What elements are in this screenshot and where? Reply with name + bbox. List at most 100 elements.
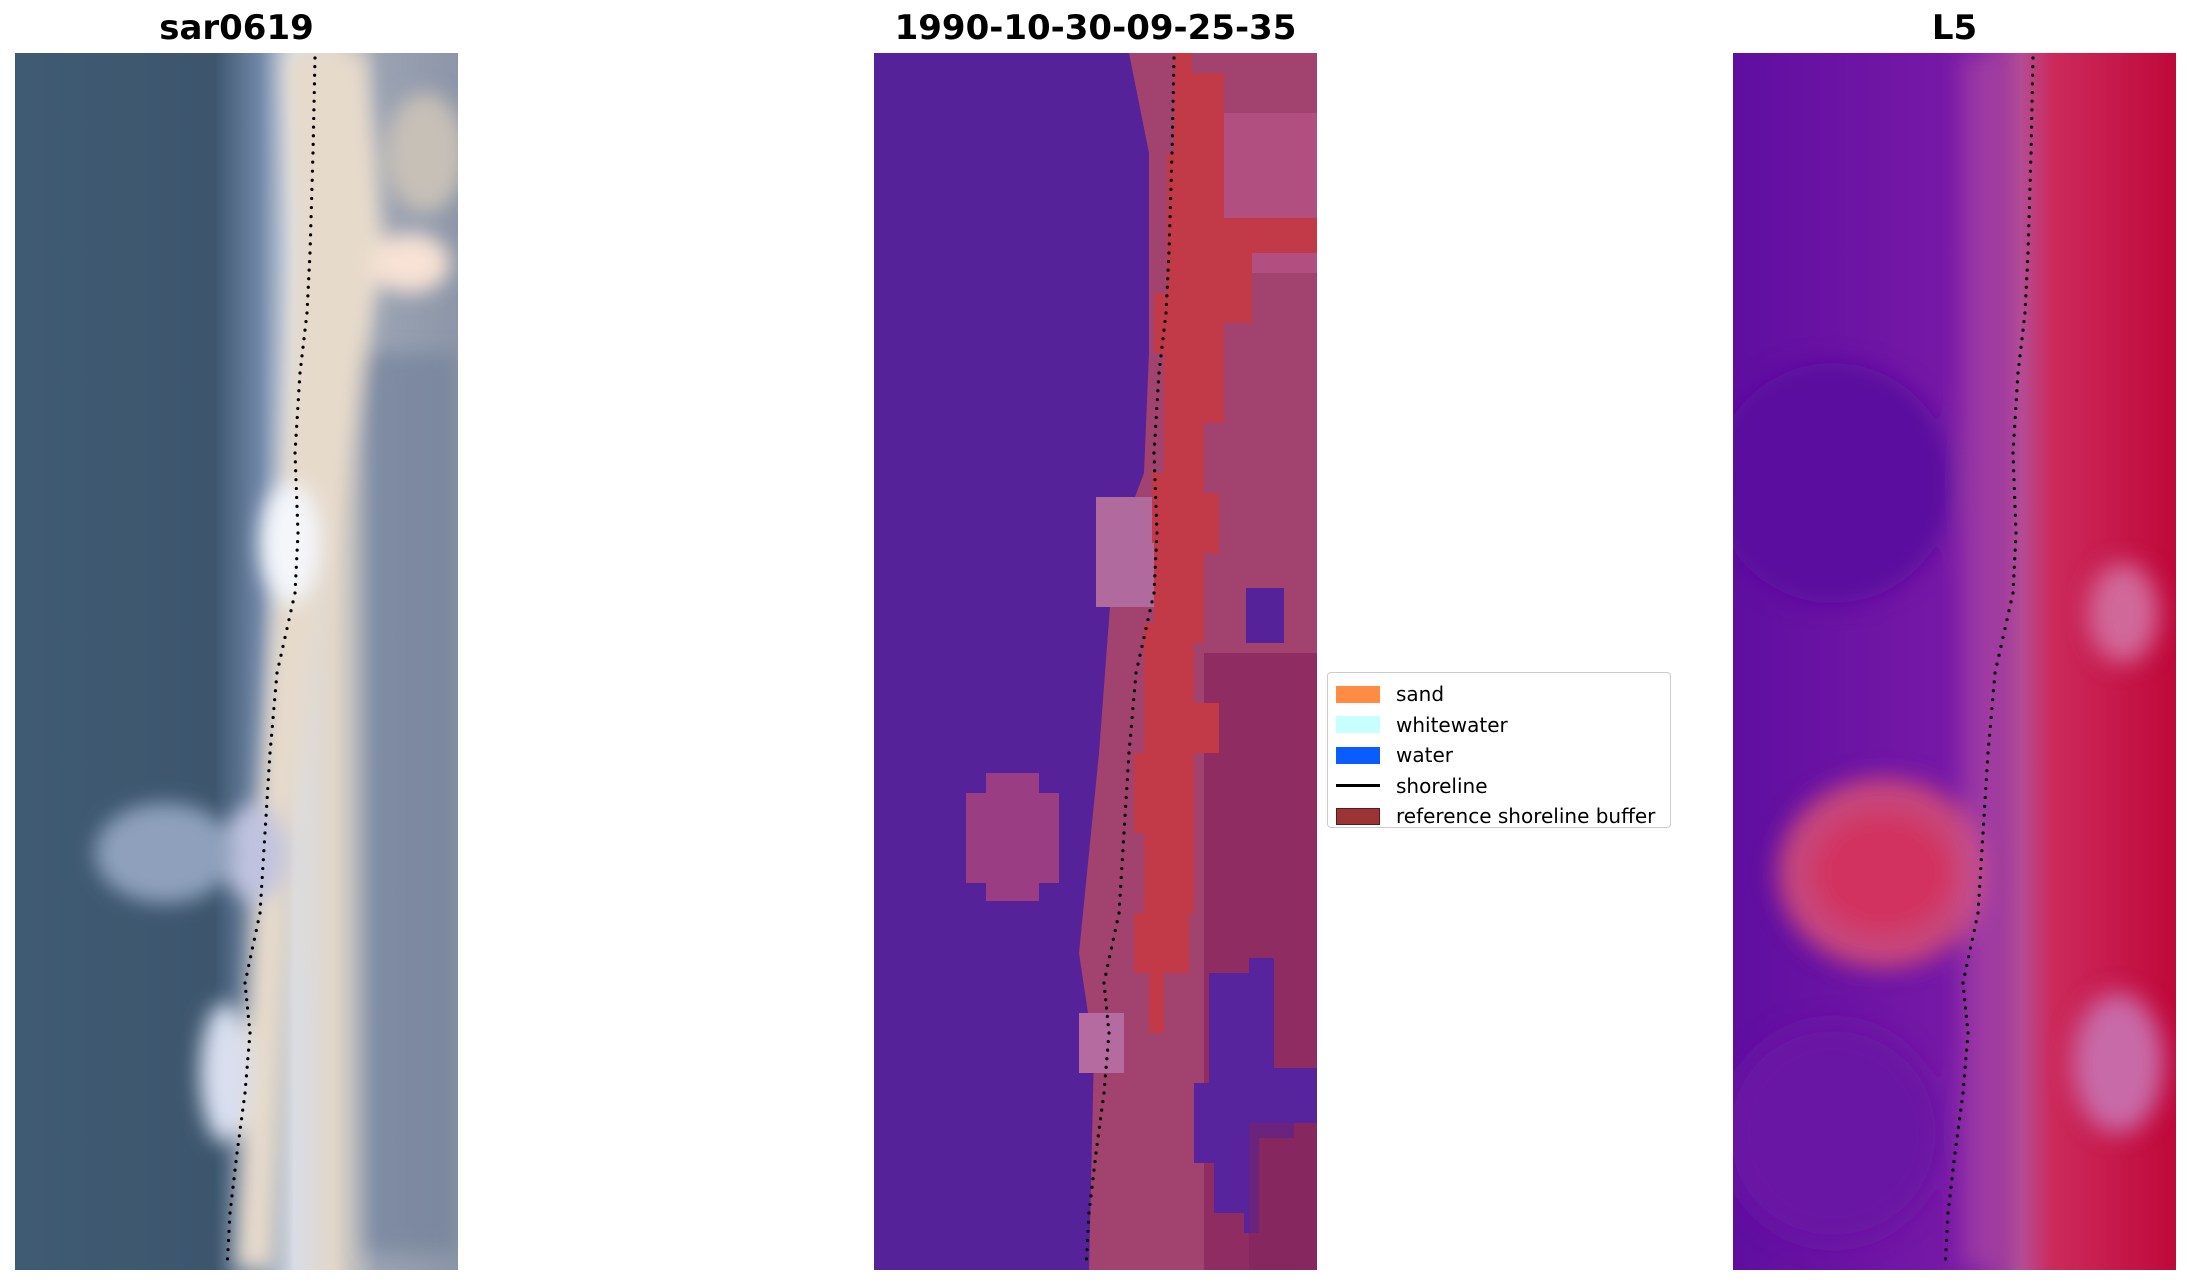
shoreline-point xyxy=(1995,662,1999,666)
shoreline-point xyxy=(1999,644,2003,648)
shoreline-point xyxy=(1169,196,1173,201)
shoreline-point xyxy=(302,337,306,341)
shoreline-point xyxy=(295,539,300,544)
legend-swatch-whitewater xyxy=(1336,716,1380,734)
shoreline-point xyxy=(227,1220,232,1224)
shoreline-point xyxy=(275,671,279,675)
shoreline-point xyxy=(1945,1220,1950,1224)
shoreline-point xyxy=(1157,371,1161,375)
shoreline-point xyxy=(1154,539,1159,544)
shoreline-point xyxy=(310,187,314,191)
shoreline-point xyxy=(309,205,313,210)
shoreline-point xyxy=(1109,946,1114,950)
shoreline-point xyxy=(307,259,312,264)
shoreline-point xyxy=(1085,1248,1089,1252)
shoreline xyxy=(1084,56,1176,1261)
shoreline-point xyxy=(1093,1159,1097,1164)
shoreline-point xyxy=(2012,469,2016,473)
legend-label: shoreline xyxy=(1396,773,1488,798)
shoreline-point xyxy=(261,858,265,862)
shoreline-point xyxy=(2028,178,2032,182)
shoreline-point xyxy=(2014,398,2018,402)
shoreline-point xyxy=(1961,981,1965,985)
shoreline-point xyxy=(1946,1211,1950,1215)
shoreline-point xyxy=(1962,989,1966,993)
shoreline-point xyxy=(2031,73,2035,77)
shoreline-point xyxy=(307,277,311,281)
shoreline-point xyxy=(2013,424,2017,428)
shoreline-point xyxy=(1097,1125,1102,1129)
shoreline-point xyxy=(295,557,299,561)
shoreline-point xyxy=(2023,311,2027,315)
shoreline-point xyxy=(264,813,268,817)
shoreline-point xyxy=(1983,795,1987,800)
shoreline-point xyxy=(2013,504,2017,508)
shoreline-point xyxy=(1160,345,1164,349)
shoreline-point xyxy=(244,1082,248,1087)
shoreline-point xyxy=(1136,662,1140,666)
shoreline-point xyxy=(260,884,264,888)
shoreline-point xyxy=(1125,778,1129,782)
shoreline-point xyxy=(1153,574,1157,578)
shoreline-point xyxy=(309,224,313,228)
shoreline-point xyxy=(1117,902,1122,906)
shoreline-point xyxy=(2030,116,2034,121)
shoreline-point xyxy=(247,963,251,968)
shoreline-point xyxy=(1961,1091,1965,1095)
shoreline-point xyxy=(294,469,298,473)
shoreline-point xyxy=(1155,522,1159,526)
shoreline-point xyxy=(2013,513,2017,517)
shoreline-point xyxy=(1948,1194,1952,1198)
rgb-image-panel xyxy=(15,53,458,1270)
shoreline-point xyxy=(1127,751,1131,755)
shoreline-point xyxy=(1172,56,1176,60)
shoreline-point xyxy=(244,1074,249,1078)
shoreline-point xyxy=(1168,215,1172,219)
shoreline-point xyxy=(305,311,309,315)
shoreline-point xyxy=(1169,169,1174,173)
shoreline-point xyxy=(227,1229,231,1233)
shoreline-point xyxy=(256,920,260,924)
shoreline-point xyxy=(2005,618,2009,622)
shoreline-point xyxy=(2029,134,2033,138)
shoreline-point xyxy=(1106,1023,1110,1027)
shoreline-point xyxy=(301,345,305,349)
shoreline-point xyxy=(266,778,270,782)
shoreline-point xyxy=(269,733,274,737)
shoreline-point xyxy=(294,433,298,437)
shoreline-point xyxy=(1963,972,1967,976)
shoreline-point xyxy=(2009,600,2013,604)
shoreline-point xyxy=(249,955,253,959)
shoreline-point xyxy=(312,82,317,86)
shoreline-point xyxy=(1105,1048,1110,1052)
shoreline-point xyxy=(311,134,315,138)
shoreline-point xyxy=(1984,786,1988,791)
shoreline-point xyxy=(2014,522,2018,526)
shoreline-point xyxy=(1957,1117,1962,1121)
shoreline-point xyxy=(1133,680,1137,684)
shoreline-point xyxy=(1084,1257,1089,1261)
shoreline-point xyxy=(293,591,297,595)
shoreline-point xyxy=(1965,1023,1969,1027)
shoreline-point xyxy=(1988,724,1992,728)
shoreline-point xyxy=(2027,215,2031,219)
shoreline-point xyxy=(2015,380,2020,384)
shoreline-point xyxy=(1142,635,1146,640)
shoreline-point xyxy=(297,389,301,393)
shoreline-point xyxy=(1991,689,1996,693)
shoreline-point xyxy=(1169,187,1173,191)
shoreline-point xyxy=(246,1014,250,1018)
shoreline-point xyxy=(235,1151,239,1155)
shoreline-point xyxy=(1120,866,1124,871)
shoreline-point xyxy=(1171,108,1175,112)
shoreline-point xyxy=(1997,653,2001,657)
legend-label: whitewater xyxy=(1396,712,1508,737)
shoreline-point xyxy=(1104,998,1108,1002)
shoreline-point xyxy=(1989,715,1993,720)
shoreline-point xyxy=(2018,354,2022,358)
shoreline-point xyxy=(1146,618,1150,622)
shoreline-point xyxy=(2012,478,2016,482)
shoreline-point xyxy=(1126,769,1130,773)
legend-swatch-reference-buffer xyxy=(1336,807,1380,825)
